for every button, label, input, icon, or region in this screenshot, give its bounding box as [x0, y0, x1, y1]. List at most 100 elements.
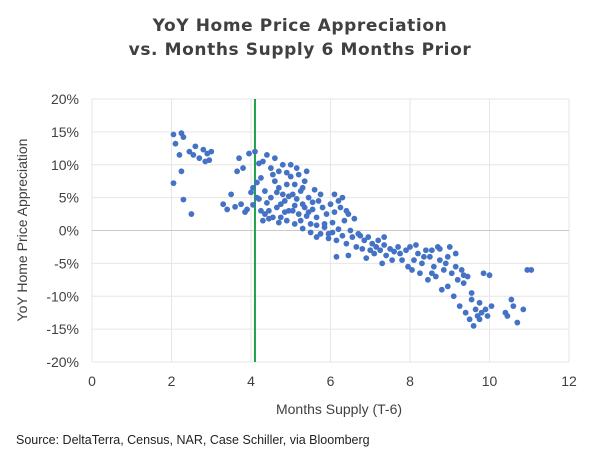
- data-point: [293, 196, 300, 202]
- data-point: [486, 272, 493, 279]
- data-point: [258, 175, 264, 181]
- data-point: [482, 306, 489, 313]
- data-point: [363, 255, 370, 262]
- data-point: [379, 260, 386, 267]
- gridlines: [91, 98, 570, 363]
- data-point: [291, 221, 298, 227]
- data-point: [430, 263, 437, 270]
- data-point: [343, 207, 350, 214]
- data-point: [476, 316, 483, 323]
- data-point: [271, 178, 278, 185]
- data-point: [287, 161, 294, 168]
- data-point: [377, 247, 384, 254]
- data-point: [301, 178, 308, 185]
- data-point: [413, 242, 419, 248]
- data-point: [353, 244, 360, 250]
- data-point: [202, 158, 209, 165]
- data-points: [170, 130, 535, 329]
- y-tick-label: -5%: [54, 255, 79, 271]
- data-point: [264, 151, 270, 158]
- data-point: [250, 184, 256, 191]
- data-point: [359, 246, 366, 252]
- data-point: [405, 263, 411, 270]
- data-point: [196, 155, 203, 162]
- data-point: [313, 222, 320, 229]
- data-point: [484, 313, 491, 319]
- data-point: [365, 234, 372, 240]
- data-point: [269, 171, 276, 178]
- data-point: [325, 235, 332, 242]
- x-tick-label: 6: [327, 373, 335, 389]
- data-point: [180, 134, 187, 141]
- data-point: [295, 211, 302, 217]
- data-point: [178, 168, 185, 175]
- data-point: [440, 267, 447, 273]
- data-point: [468, 290, 475, 296]
- data-point: [470, 322, 477, 329]
- data-point: [349, 234, 356, 240]
- data-point: [293, 165, 300, 171]
- data-point: [417, 270, 423, 277]
- data-point: [421, 253, 427, 260]
- data-point: [450, 293, 457, 300]
- data-point: [466, 316, 473, 323]
- chart-title-line-1: YoY Home Price Appreciation: [152, 16, 448, 36]
- data-point: [468, 296, 475, 303]
- data-point: [275, 168, 282, 175]
- data-point: [190, 151, 197, 158]
- data-point: [331, 191, 338, 198]
- data-point: [462, 309, 469, 316]
- data-point: [373, 244, 380, 250]
- data-point: [313, 214, 320, 221]
- data-point: [254, 179, 260, 186]
- data-point: [323, 211, 330, 217]
- x-tick-label: 8: [406, 373, 414, 389]
- data-point: [381, 234, 388, 240]
- data-point: [478, 309, 485, 316]
- y-tick-label: 15%: [51, 124, 79, 140]
- data-point: [456, 303, 463, 310]
- data-point: [395, 244, 401, 250]
- x-tick-label: 10: [482, 373, 498, 389]
- data-point: [309, 199, 316, 206]
- data-point: [265, 207, 272, 214]
- data-point: [432, 273, 439, 280]
- data-point: [283, 169, 290, 176]
- y-tick-label: 5%: [59, 190, 79, 206]
- data-point: [170, 131, 177, 138]
- data-point: [232, 203, 239, 210]
- y-tick-label: -15%: [46, 321, 79, 337]
- data-point: [277, 214, 284, 221]
- data-point: [371, 250, 378, 257]
- data-point: [423, 247, 429, 254]
- data-point: [281, 198, 288, 204]
- data-point: [369, 240, 376, 247]
- data-point: [267, 165, 274, 171]
- data-point: [224, 206, 231, 213]
- data-point: [188, 211, 195, 217]
- data-point: [321, 221, 328, 227]
- data-point: [269, 214, 276, 221]
- data-point: [299, 225, 306, 232]
- data-point: [297, 217, 304, 224]
- data-point: [411, 257, 417, 263]
- y-tick-label: -20%: [46, 354, 79, 370]
- data-point: [480, 270, 487, 277]
- data-point: [271, 155, 278, 162]
- data-point: [291, 202, 298, 209]
- data-point: [303, 168, 310, 175]
- data-point: [524, 267, 531, 273]
- data-point: [409, 267, 415, 273]
- data-point: [436, 246, 443, 252]
- data-point: [345, 252, 352, 259]
- data-point: [399, 257, 405, 263]
- data-point: [317, 230, 324, 237]
- data-point: [277, 201, 284, 208]
- data-point: [192, 143, 199, 150]
- data-point: [329, 229, 336, 236]
- data-point: [327, 201, 334, 208]
- data-point: [254, 194, 260, 201]
- data-point: [176, 151, 183, 158]
- data-point: [246, 150, 252, 157]
